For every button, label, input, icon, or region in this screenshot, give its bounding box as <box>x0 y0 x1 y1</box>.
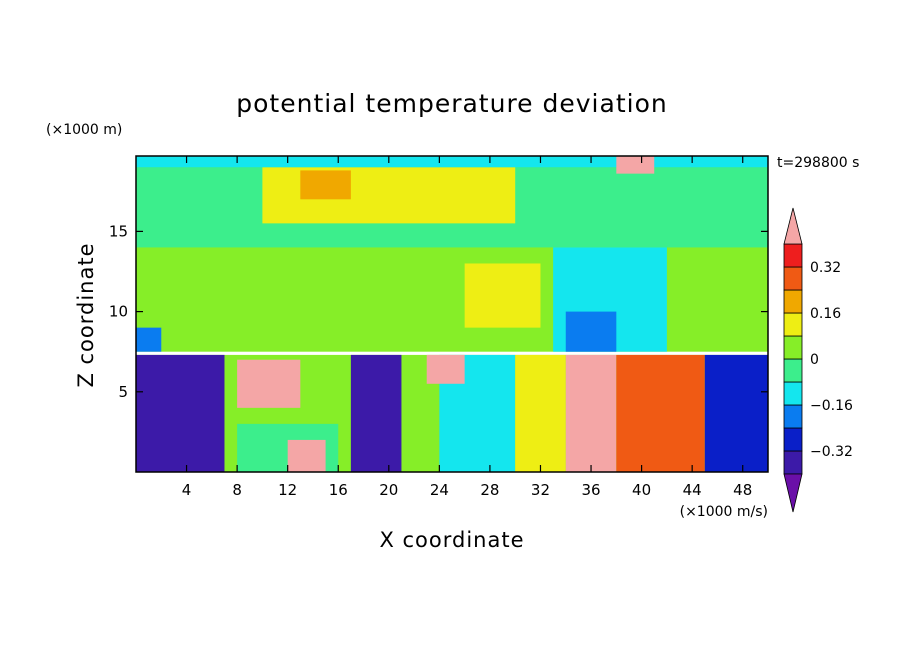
x-tick-label: 8 <box>232 481 242 499</box>
contour-region <box>136 327 162 352</box>
colorbar-tick-label: 0.32 <box>810 260 841 276</box>
y-tick-label: 15 <box>109 222 128 240</box>
contour-region <box>565 311 617 352</box>
x-tick-label: 4 <box>182 481 192 499</box>
contour-region <box>237 359 301 408</box>
x-tick-label: 12 <box>278 481 297 499</box>
x-tick-label: 24 <box>430 481 449 499</box>
x-tick-label: 20 <box>379 481 398 499</box>
y-unit-label: (×1000 m) <box>46 122 122 138</box>
x-tick-label: 36 <box>581 481 600 499</box>
colorbar-box <box>783 381 803 406</box>
x-tick-label: 16 <box>329 481 348 499</box>
contour-region <box>515 354 566 472</box>
colorbar-tick-label: −0.32 <box>810 444 853 460</box>
y-tick-label: 10 <box>109 303 128 321</box>
chart-title: potential temperature deviation <box>236 89 667 118</box>
y-axis: 5 10 15 <box>109 222 768 401</box>
x-tick-label: 28 <box>480 481 499 499</box>
contour-region <box>565 354 617 472</box>
colorbar-box <box>783 404 803 429</box>
contour-region <box>616 354 705 472</box>
contour-field <box>136 156 768 472</box>
colorbar-box <box>783 335 803 360</box>
y-tick-label: 5 <box>118 383 128 401</box>
x-axis-label: X coordinate <box>379 528 524 552</box>
colorbar-box <box>783 450 803 475</box>
y-axis-label: Z coordinate <box>74 242 98 387</box>
x-unit-label: (×1000 m/s) <box>680 504 768 520</box>
colorbar-tick-label: 0.16 <box>810 306 841 322</box>
contour-region <box>464 263 541 328</box>
colorbar: 0.32 0.16 0 −0.16 −0.32 <box>783 207 853 513</box>
contour-region <box>136 156 768 168</box>
time-label: t=298800 s <box>777 155 859 171</box>
contour-region <box>350 354 402 472</box>
contour-region <box>616 156 655 174</box>
colorbar-top-arrow <box>783 207 803 245</box>
colorbar-box <box>783 266 803 291</box>
colorbar-tick-label: −0.16 <box>810 398 853 414</box>
colorbar-box <box>783 358 803 383</box>
x-axis: 4 8 12 16 20 24 28 32 36 40 44 48 <box>182 156 752 499</box>
x-tick-label: 40 <box>632 481 651 499</box>
colorbar-box <box>783 289 803 314</box>
contour-region <box>287 439 326 472</box>
contour-region <box>426 354 465 384</box>
contour-region <box>136 354 225 472</box>
plot-frame <box>135 155 769 473</box>
colorbar-tick-label: 0 <box>810 352 819 368</box>
x-tick-label: 32 <box>531 481 550 499</box>
x-tick-label: 44 <box>683 481 702 499</box>
colorbar-box <box>783 427 803 452</box>
colorbar-box <box>783 243 803 268</box>
contour-region <box>300 170 351 200</box>
colorbar-box <box>783 312 803 337</box>
colorbar-bottom-arrow <box>783 473 803 513</box>
contour-region <box>704 354 768 472</box>
x-tick-label: 48 <box>733 481 752 499</box>
